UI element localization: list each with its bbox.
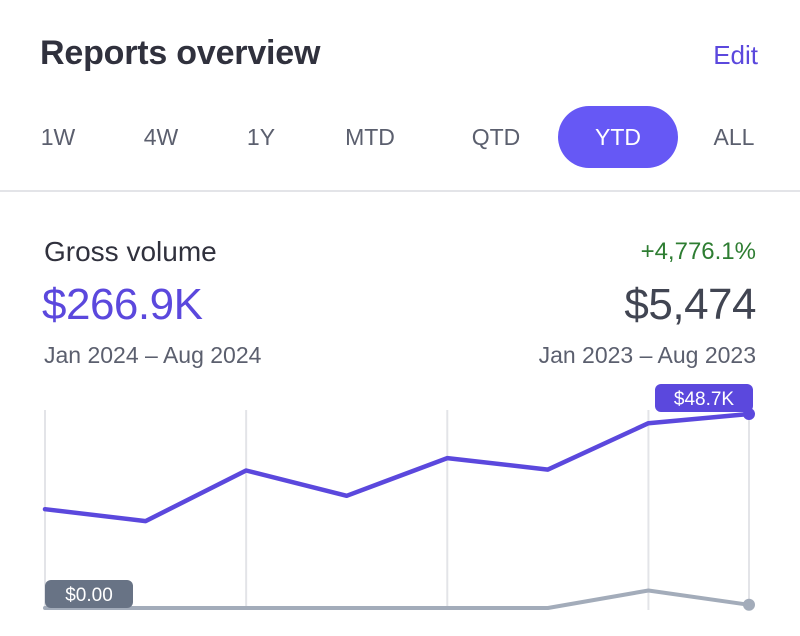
tab-1y[interactable]: 1Y <box>246 124 276 150</box>
current-end-callout-text: $48.7K <box>674 389 735 410</box>
tab-4w[interactable]: 4W <box>143 124 179 150</box>
tab-all[interactable]: ALL <box>713 124 755 150</box>
current-period-line <box>42 411 752 524</box>
previous-period-line <box>43 588 751 610</box>
header-divider <box>0 190 800 192</box>
previous-period-line-end-marker <box>743 598 755 611</box>
current-end-callout: $48.7K <box>655 384 753 412</box>
time-range-tabs: 1W 4W 1Y MTD QTD YTD ALL <box>0 106 800 168</box>
previous-start-callout-bg <box>45 580 133 608</box>
metric-label: Gross volume <box>44 236 217 267</box>
tab-qtd[interactable]: QTD <box>471 124 521 150</box>
tab-mtd[interactable]: MTD <box>345 124 395 150</box>
current-date-range: Jan 2024 – Aug 2024 <box>44 342 262 368</box>
page-title: Reports overview <box>40 34 321 72</box>
current-period-value: $266.9K <box>42 280 203 329</box>
edit-button[interactable]: Edit <box>713 40 758 70</box>
chart-series <box>42 411 752 610</box>
current-end-callout-bg <box>655 384 753 412</box>
previous-period-value: $5,474 <box>624 280 756 329</box>
tab-ytd[interactable]: YTD <box>558 106 678 168</box>
previous-date-range: Jan 2023 – Aug 2023 <box>538 342 756 368</box>
chart-labels: $48.7K $0.00 <box>45 384 753 608</box>
percent-change: +4,776.1% <box>640 238 756 265</box>
chart-gridlines <box>44 410 750 610</box>
previous-start-callout-text: $0.00 <box>65 585 113 606</box>
previous-start-callout: $0.00 <box>45 580 133 608</box>
tab-1w[interactable]: 1W <box>40 124 76 150</box>
